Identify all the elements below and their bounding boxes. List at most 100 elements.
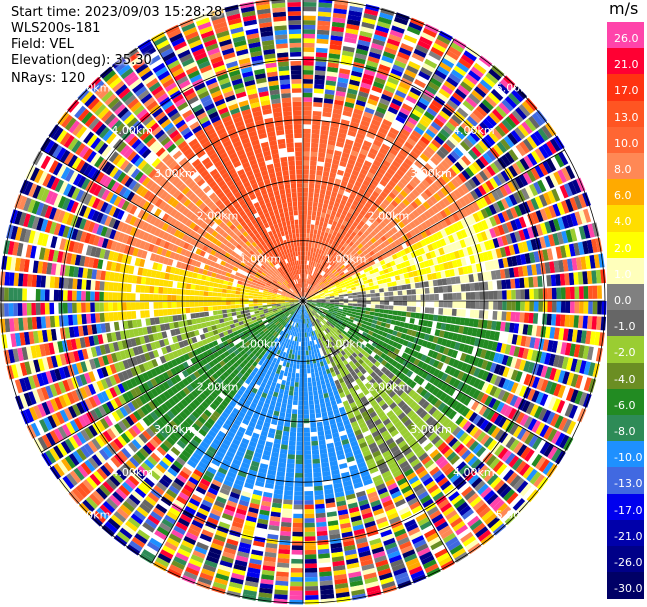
- velocity-cell: [386, 151, 396, 160]
- velocity-cell: [388, 33, 402, 43]
- velocity-cell: [352, 303, 358, 307]
- velocity-cell: [387, 282, 393, 287]
- velocity-cell: [322, 287, 328, 291]
- velocity-cell: [378, 16, 392, 25]
- velocity-cell: [465, 46, 480, 58]
- velocity-cell: [445, 194, 455, 204]
- velocity-cell: [402, 226, 409, 234]
- velocity-cell: [430, 156, 440, 166]
- velocity-cell: [419, 118, 430, 128]
- velocity-cell: [304, 454, 312, 460]
- velocity-cell: [373, 285, 379, 290]
- velocity-cell: [440, 254, 448, 263]
- velocity-cell: [340, 246, 346, 252]
- velocity-cell: [303, 115, 312, 120]
- velocity-cell: [327, 288, 333, 292]
- velocity-cell: [335, 265, 340, 271]
- velocity-cell: [393, 172, 402, 181]
- velocity-cell: [304, 292, 307, 297]
- velocity-cell: [431, 99, 443, 110]
- velocity-cell: [315, 56, 327, 62]
- velocity-cell: [332, 187, 339, 193]
- velocity-cell: [511, 301, 516, 311]
- velocity-cell: [543, 192, 552, 205]
- velocity-cell: [349, 281, 355, 286]
- velocity-cell: [549, 138, 561, 152]
- velocity-cell: [398, 47, 412, 56]
- velocity-cell: [399, 201, 407, 210]
- velocity-cell: [389, 29, 404, 39]
- velocity-cell: [304, 522, 315, 528]
- velocity-cell: [304, 283, 306, 288]
- velocity-cell: [341, 284, 346, 289]
- velocity-cell: [371, 42, 384, 51]
- velocity-cell: [572, 179, 582, 194]
- velocity-cell: [420, 222, 428, 230]
- velocity-cell: [496, 280, 502, 290]
- velocity-cell: [337, 208, 343, 214]
- velocity-cell: [353, 165, 361, 173]
- velocity-cell: [546, 158, 557, 172]
- velocity-cell: [373, 267, 379, 273]
- velocity-cell: [345, 244, 352, 251]
- velocity-cell: [394, 275, 401, 281]
- velocity-cell: [366, 131, 376, 140]
- velocity-cell: [299, 364, 303, 369]
- velocity-cell: [298, 346, 301, 351]
- velocity-cell: [299, 332, 302, 338]
- velocity-cell: [432, 279, 438, 287]
- velocity-cell: [318, 147, 326, 154]
- velocity-cell: [316, 211, 322, 217]
- velocity-cell: [307, 382, 312, 387]
- velocity-cell: [315, 216, 321, 222]
- velocity-cell: [348, 295, 353, 299]
- velocity-cell: [495, 105, 507, 118]
- velocity-cell: [424, 237, 431, 245]
- velocity-cell: [315, 278, 319, 283]
- velocity-cell: [351, 274, 357, 279]
- velocity-cell: [541, 125, 553, 139]
- velocity-cell: [361, 115, 372, 123]
- velocity-cell: [438, 199, 447, 209]
- velocity-cell: [425, 252, 432, 260]
- velocity-cell: [303, 6, 317, 12]
- velocity-cell: [386, 277, 392, 283]
- velocity-cell: [352, 295, 358, 298]
- velocity-cell: [482, 118, 494, 130]
- velocity-cell: [366, 226, 373, 234]
- velocity-cell: [316, 34, 329, 40]
- velocity-cell: [361, 304, 367, 308]
- velocity-cell: [325, 252, 330, 258]
- velocity-cell: [548, 219, 557, 233]
- velocity-cell: [392, 64, 405, 73]
- velocity-cell: [341, 230, 347, 237]
- velocity-cell: [325, 247, 330, 253]
- velocity-cell: [457, 158, 468, 169]
- velocity-cell: [374, 135, 385, 143]
- velocity-cell: [488, 68, 502, 81]
- velocity-cell: [357, 243, 364, 250]
- velocity-cell: [310, 228, 314, 234]
- velocity-cell: [547, 288, 553, 300]
- velocity-cell: [561, 230, 569, 244]
- velocity-cell: [319, 282, 324, 287]
- velocity-cell: [488, 239, 496, 250]
- velocity-cell: [296, 432, 303, 437]
- velocity-cell: [426, 107, 438, 117]
- velocity-cell: [361, 144, 370, 152]
- velocity-cell: [289, 595, 303, 600]
- velocity-cell: [312, 358, 317, 364]
- velocity-cell: [361, 307, 367, 311]
- velocity-cell: [304, 332, 307, 338]
- velocity-cell: [334, 304, 339, 307]
- velocity-cell: [431, 169, 441, 179]
- velocity-cell: [387, 203, 396, 211]
- velocity-cell: [304, 545, 316, 551]
- velocity-cell: [439, 146, 450, 156]
- velocity-cell: [320, 276, 324, 281]
- velocity-cell: [333, 3, 348, 10]
- velocity-cell: [362, 179, 371, 187]
- velocity-cell: [578, 210, 587, 224]
- velocity-cell: [411, 52, 425, 62]
- velocity-cell: [395, 204, 404, 213]
